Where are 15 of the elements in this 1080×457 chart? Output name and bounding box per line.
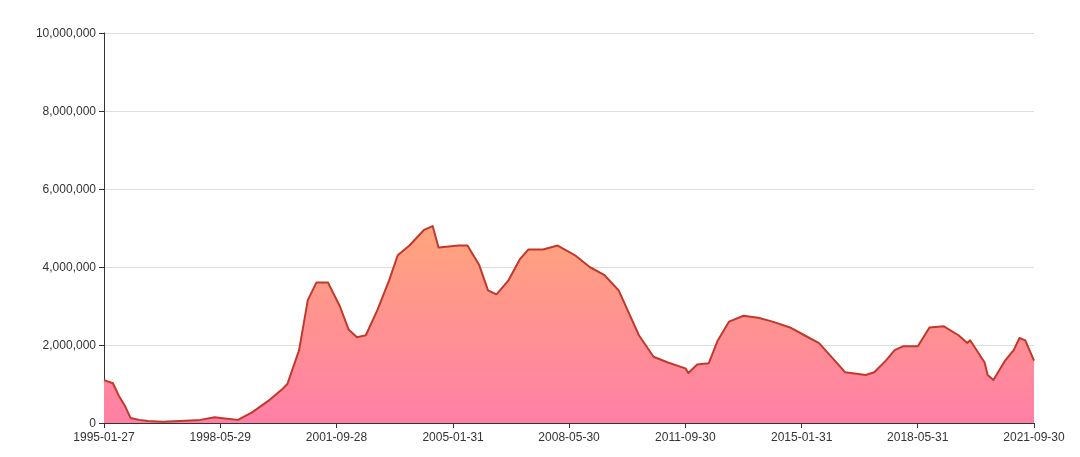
x-tick-label: 2011-09-30 [655,430,716,444]
x-tick-label: 1998-05-29 [189,430,252,444]
y-tick-label: 10,000,000 [35,26,97,40]
x-tick-label: 2018-05-31 [887,430,949,444]
x-tick-label: 1995-01-27 [73,430,136,444]
x-tick-label: 2015-01-31 [770,430,833,444]
y-tick-label: 4,000,000 [42,260,97,274]
x-tick-label: 2005-01-31 [422,430,485,444]
y-tick-label: 0 [89,416,97,430]
x-tick-label: 2008-05-30 [538,430,601,444]
y-tick-label: 6,000,000 [42,182,97,196]
x-tick-label: 2021-09-30 [1003,430,1066,444]
x-tick-label: 2001-09-28 [305,430,368,444]
y-tick-label: 2,000,000 [42,338,97,352]
y-tick-label: 8,000,000 [42,104,97,118]
